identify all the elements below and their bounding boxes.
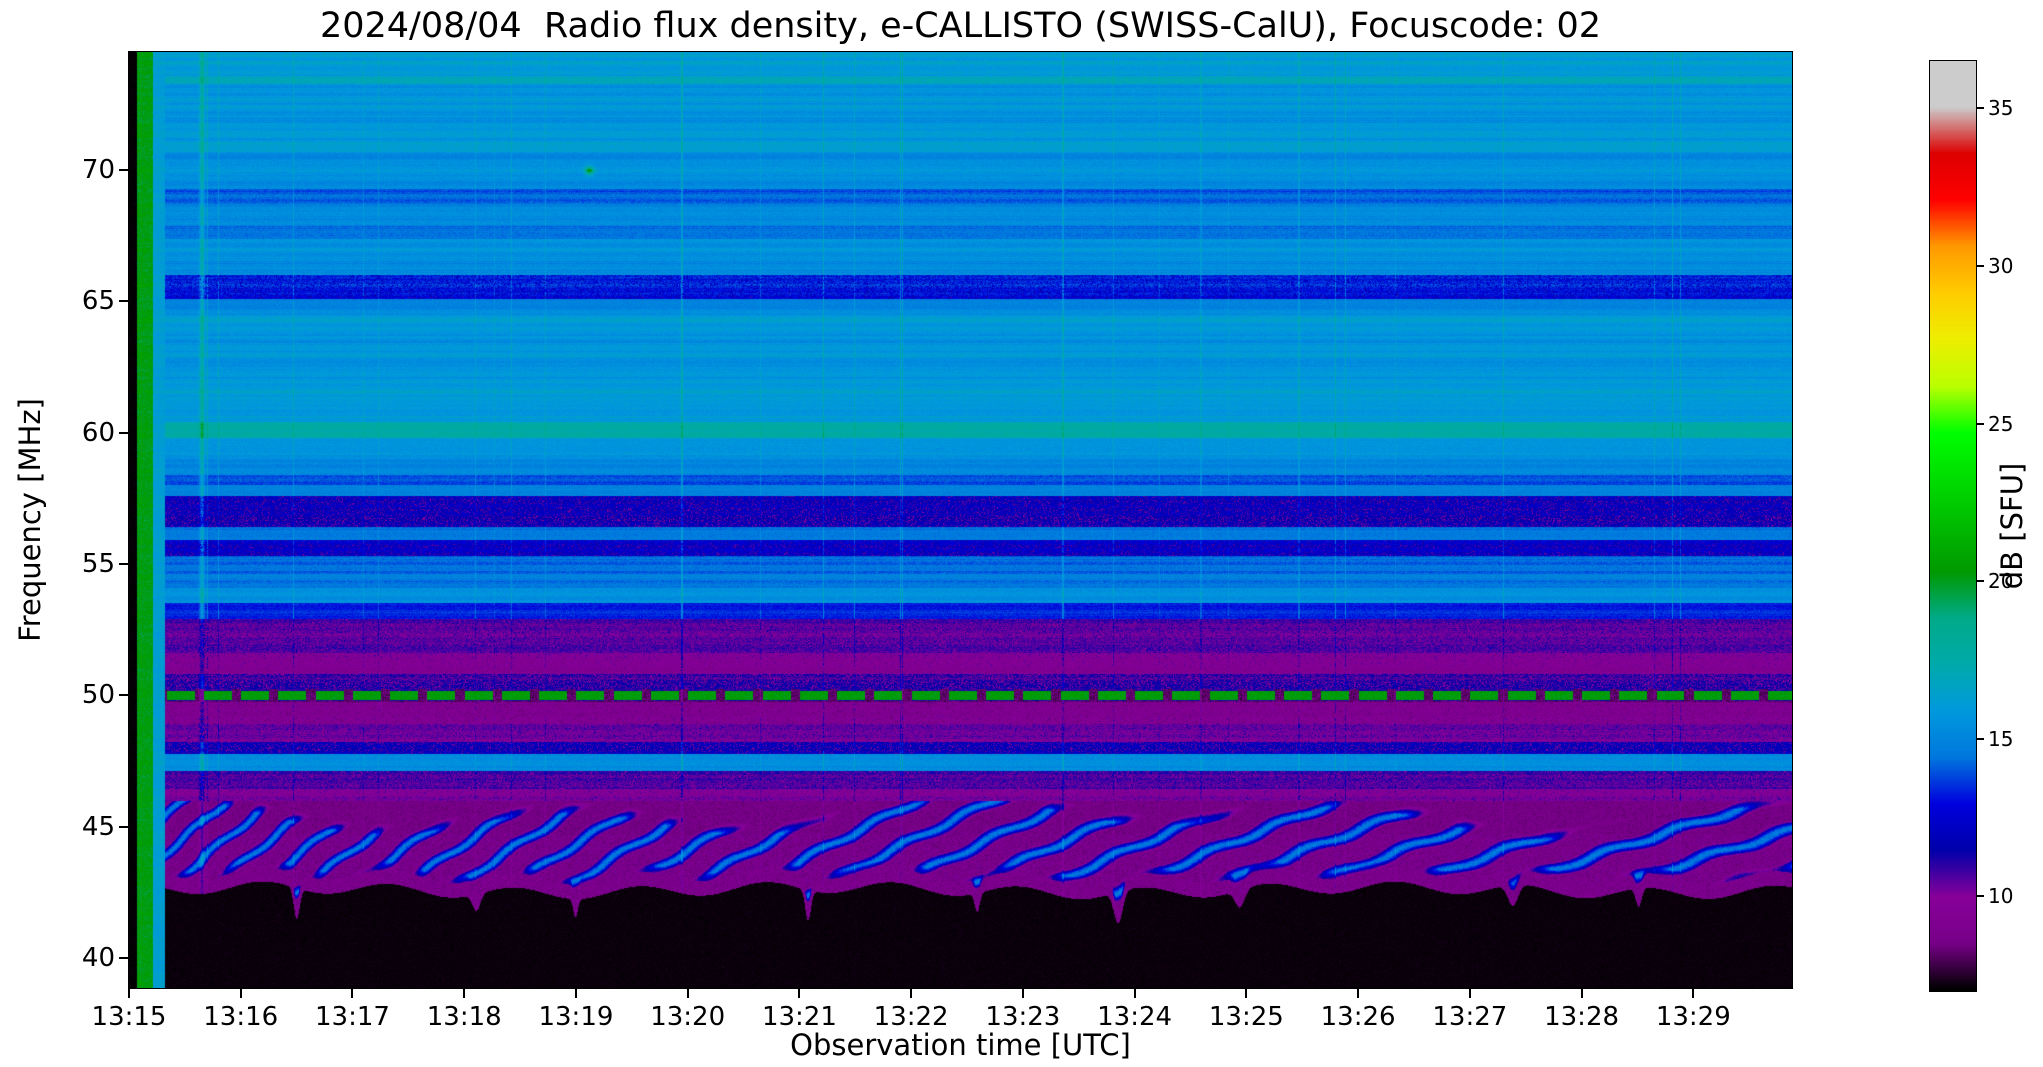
x-tick-label: 13:20 (650, 1002, 726, 1032)
x-tick-label: 13:29 (1655, 1002, 1731, 1032)
x-tick-label: 13:15 (91, 1002, 167, 1032)
colorbar-tick-label: 25 (1988, 411, 2014, 436)
x-tick-mark (1245, 989, 1248, 998)
plot-area (128, 51, 1793, 989)
colorbar-tick-label: 35 (1988, 96, 2014, 121)
colorbar-tick-label: 30 (1988, 253, 2014, 278)
colorbar-label: dB [SFU] (1995, 462, 2029, 590)
colorbar-tick-mark (1977, 422, 1984, 425)
x-axis-label: Observation time [UTC] (790, 1028, 1131, 1062)
colorbar-tick-mark (1977, 895, 1984, 898)
x-tick-mark (1468, 989, 1471, 998)
colorbar-tick-mark (1977, 107, 1984, 110)
y-tick-mark (119, 694, 128, 697)
x-tick-mark (798, 989, 801, 998)
y-tick-mark (119, 431, 128, 434)
colorbar-tick-label: 15 (1988, 726, 2014, 751)
y-tick-label: 65 (81, 286, 115, 317)
colorbar (1929, 60, 1977, 992)
y-tick-mark (119, 956, 128, 959)
y-tick-label: 55 (81, 548, 115, 579)
x-tick-label: 13:22 (873, 1002, 949, 1032)
x-tick-label: 13:28 (1544, 1002, 1620, 1032)
y-tick-label: 40 (81, 942, 115, 973)
x-tick-mark (463, 989, 466, 998)
y-tick-label: 50 (81, 680, 115, 711)
y-tick-label: 70 (81, 155, 115, 186)
x-tick-label: 13:23 (985, 1002, 1061, 1032)
x-tick-label: 13:19 (538, 1002, 614, 1032)
x-tick-mark (128, 989, 130, 998)
x-tick-mark (574, 989, 577, 998)
figure-title: 2024/08/04 Radio flux density, e-CALLIST… (319, 6, 1602, 46)
y-tick-mark (119, 169, 128, 172)
x-tick-mark (910, 989, 913, 998)
y-tick-label: 45 (81, 811, 115, 842)
colorbar-canvas (1930, 61, 1976, 991)
x-tick-mark (1021, 989, 1024, 998)
x-tick-label: 13:27 (1432, 1002, 1508, 1032)
x-tick-label: 13:26 (1320, 1002, 1396, 1032)
x-tick-mark (1692, 989, 1695, 998)
x-tick-label: 13:24 (1097, 1002, 1173, 1032)
x-tick-mark (1357, 989, 1360, 998)
x-tick-mark (239, 989, 242, 998)
y-tick-mark (119, 562, 128, 565)
colorbar-tick-label: 10 (1988, 884, 2014, 909)
colorbar-tick-mark (1977, 264, 1984, 267)
y-axis-label: Frequency [MHz] (13, 398, 47, 642)
x-tick-mark (1580, 989, 1583, 998)
x-tick-label: 13:17 (315, 1002, 390, 1032)
y-tick-mark (119, 300, 128, 303)
x-tick-label: 13:16 (203, 1002, 279, 1032)
x-tick-label: 13:25 (1208, 1002, 1284, 1032)
x-tick-mark (686, 989, 689, 998)
y-tick-mark (119, 825, 128, 828)
colorbar-tick-mark (1977, 580, 1984, 583)
spectrogram-canvas (129, 52, 1792, 988)
x-tick-label: 13:21 (761, 1002, 837, 1032)
x-tick-label: 13:18 (426, 1002, 502, 1032)
colorbar-tick-label: 20 (1988, 569, 2014, 594)
x-tick-mark (351, 989, 354, 998)
x-tick-mark (1133, 989, 1136, 998)
y-tick-label: 60 (81, 417, 115, 448)
colorbar-tick-mark (1977, 737, 1984, 740)
